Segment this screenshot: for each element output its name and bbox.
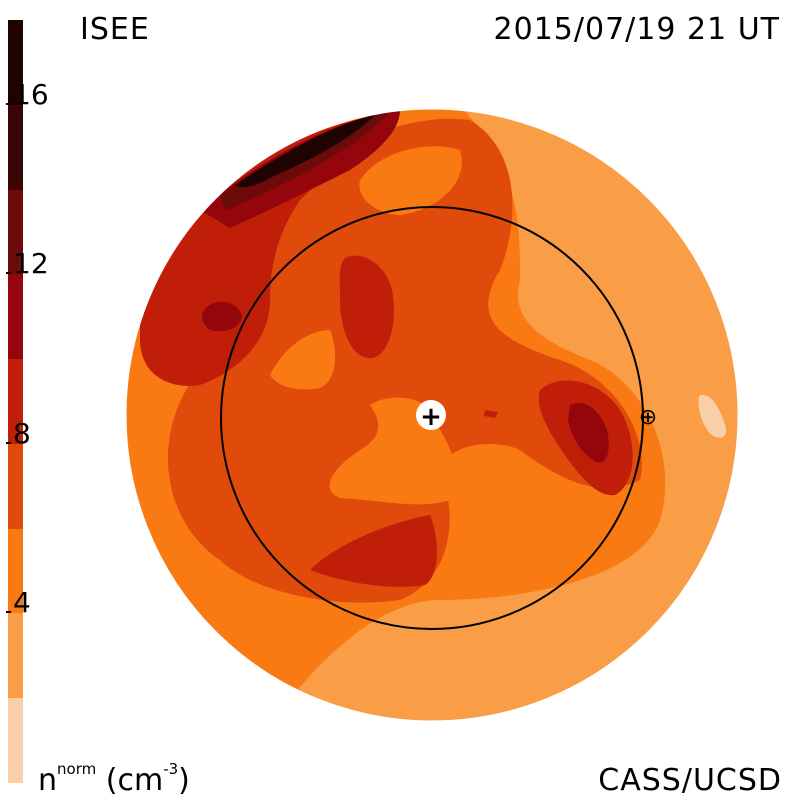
level-light-east xyxy=(290,109,738,721)
colorbar-segment xyxy=(8,189,23,275)
credit-label: CASS/UCSD xyxy=(598,763,782,798)
colorbar-segment xyxy=(8,698,23,783)
colorbar-tick: 12 xyxy=(6,250,49,278)
instrument-label: ISEE xyxy=(80,12,150,47)
earth-marker: ⊕ xyxy=(639,405,657,430)
colorbar-tick: 8 xyxy=(6,419,31,448)
level-low-north-patch xyxy=(359,146,462,215)
unit-sup: norm xyxy=(57,760,97,778)
colorbar-segment xyxy=(8,20,23,105)
disc-outline xyxy=(125,108,739,722)
colorbar-segment xyxy=(8,613,23,699)
contour-layers xyxy=(126,109,738,721)
colorbar-segment xyxy=(8,274,23,360)
colorbar-segment xyxy=(8,104,23,190)
level-high-north xyxy=(339,255,394,359)
level-vhigh-west-core xyxy=(202,301,242,332)
level-pale-spot xyxy=(698,394,727,438)
colorbar-tick: 16 xyxy=(6,80,49,109)
level-darkest-northwest xyxy=(235,115,375,188)
level-mid-center xyxy=(167,118,642,603)
colorbar xyxy=(0,20,24,783)
unit-open: (cm xyxy=(105,763,164,798)
level-high-southwest xyxy=(310,515,437,587)
earth-orbit xyxy=(220,206,644,630)
colorbar-segment xyxy=(8,443,23,529)
unit-close: ) xyxy=(178,763,190,798)
level-high-dot xyxy=(484,410,498,418)
colorbar-tick: 4 xyxy=(6,589,31,617)
colorbar-segment xyxy=(8,528,23,614)
level-vhigh-east-core xyxy=(568,402,609,463)
timestamp-label: 2015/07/19 21 UT xyxy=(493,12,780,47)
unit-base: n xyxy=(38,763,58,798)
level-low-west-patch xyxy=(270,330,336,390)
unit-label: nnorm (cm-3) xyxy=(38,760,190,798)
sun-marker: + xyxy=(416,400,446,432)
unit-exp: -3 xyxy=(163,760,179,778)
sun-symbol: + xyxy=(420,402,442,432)
colorbar-segment xyxy=(8,359,23,444)
